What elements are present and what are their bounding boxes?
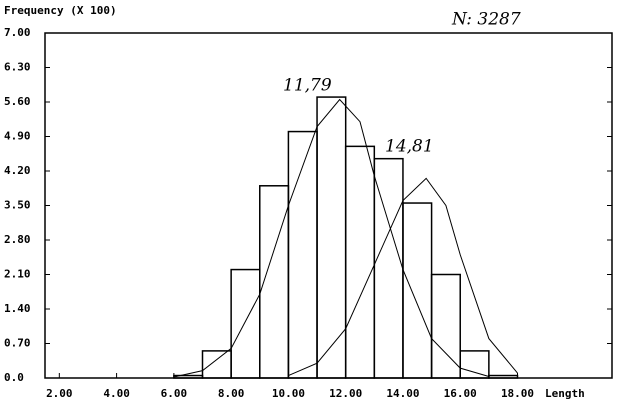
fit-curve bbox=[173, 98, 490, 378]
x-tick-label: 6.00 bbox=[161, 387, 188, 400]
bar bbox=[201, 350, 232, 379]
bar bbox=[230, 268, 261, 379]
x-tick-label: 16.00 bbox=[444, 387, 477, 400]
bar bbox=[430, 273, 461, 379]
annotation: N: 3287 bbox=[451, 10, 521, 30]
x-tick-label: 12.00 bbox=[329, 387, 362, 400]
bar bbox=[459, 350, 490, 379]
y-tick-label: 0.70 bbox=[4, 337, 31, 350]
bar bbox=[402, 202, 433, 379]
y-tick-label: 3.50 bbox=[4, 199, 31, 212]
y-tick-label: 2.80 bbox=[4, 233, 31, 246]
y-tick-label: 2.10 bbox=[4, 268, 31, 281]
y-tick-label: 1.40 bbox=[4, 302, 31, 315]
x-tick-label: 2.00 bbox=[46, 387, 73, 400]
x-tick-label: 14.00 bbox=[386, 387, 419, 400]
annotation: 11,79 bbox=[283, 76, 332, 96]
x-tick-label: 4.00 bbox=[103, 387, 130, 400]
y-axis-label: Frequency (X 100) bbox=[4, 4, 117, 17]
bar bbox=[488, 374, 519, 379]
y-tick-label: 5.60 bbox=[4, 95, 31, 108]
annotation: 14,81 bbox=[385, 137, 434, 157]
x-axis-label: Length bbox=[545, 387, 585, 400]
fit-curve bbox=[288, 177, 518, 376]
y-tick-label: 7.00 bbox=[4, 26, 31, 39]
x-tick-label: 10.00 bbox=[272, 387, 305, 400]
y-tick-label: 4.20 bbox=[4, 164, 31, 177]
y-tick-label: 0.0 bbox=[4, 371, 24, 384]
y-tick-label: 4.90 bbox=[4, 130, 31, 143]
bar bbox=[287, 130, 318, 379]
bar bbox=[344, 145, 376, 379]
x-tick-label: 8.00 bbox=[218, 387, 245, 400]
y-tick-label: 6.30 bbox=[4, 61, 31, 74]
bar bbox=[316, 96, 347, 379]
x-tick-label: 18.00 bbox=[501, 387, 534, 400]
